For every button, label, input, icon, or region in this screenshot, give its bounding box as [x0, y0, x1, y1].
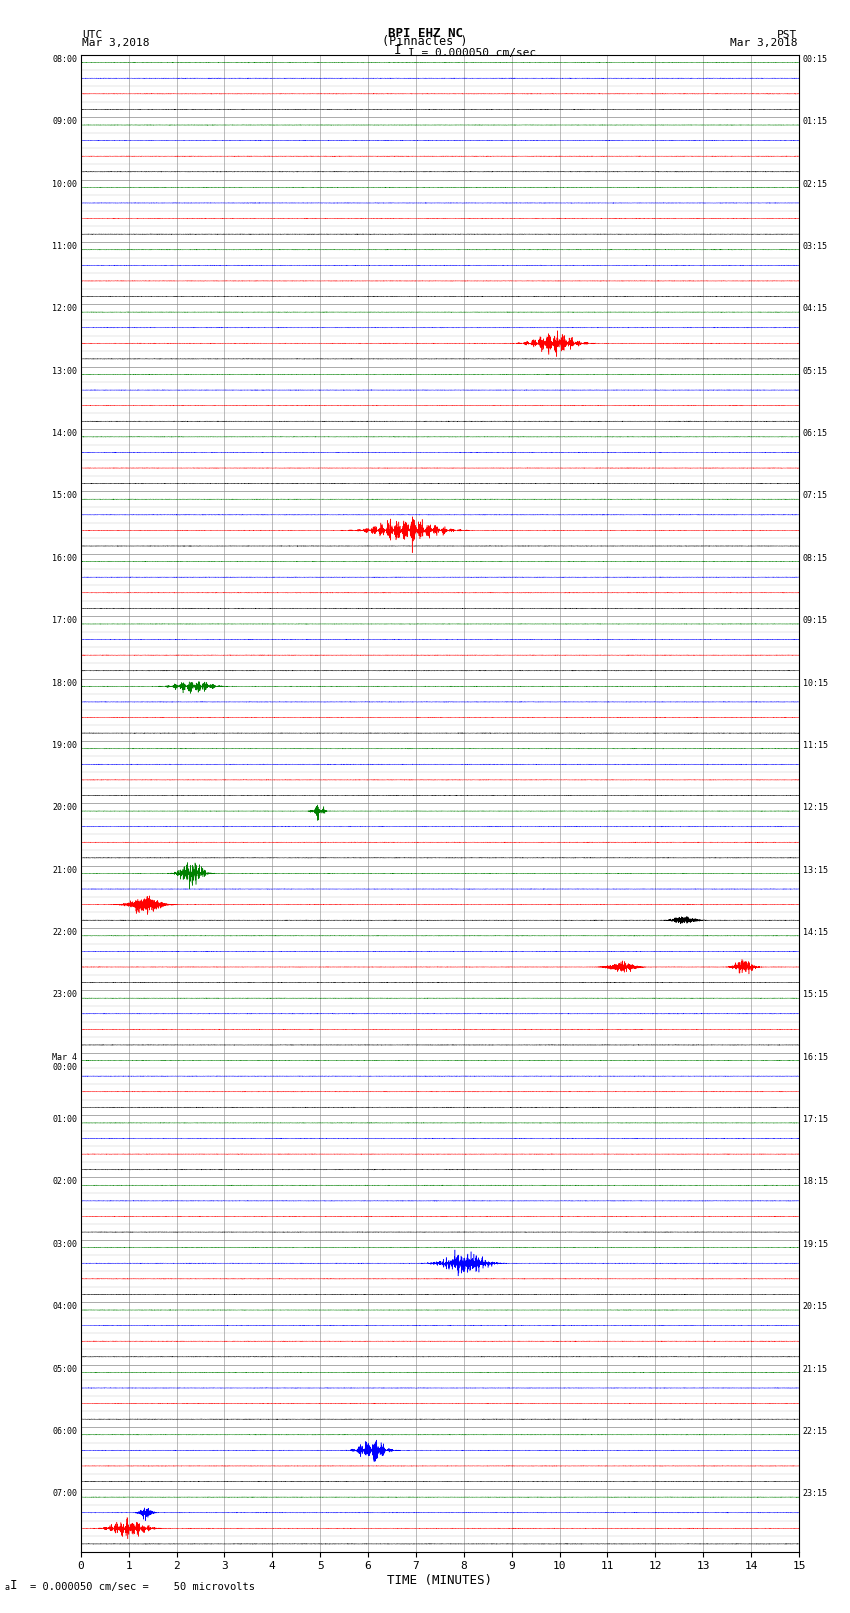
Text: 06:15: 06:15	[802, 429, 828, 439]
Text: UTC: UTC	[82, 29, 103, 39]
Text: 07:00: 07:00	[52, 1489, 77, 1498]
Text: (Pinnacles ): (Pinnacles )	[382, 35, 468, 48]
Text: 03:15: 03:15	[802, 242, 828, 252]
Text: a: a	[4, 1582, 9, 1592]
Text: 15:15: 15:15	[802, 990, 828, 1000]
Text: PST: PST	[777, 29, 797, 39]
Text: 23:15: 23:15	[802, 1489, 828, 1498]
Text: 02:00: 02:00	[52, 1177, 77, 1187]
Text: 16:15: 16:15	[802, 1053, 828, 1061]
Text: 07:15: 07:15	[802, 492, 828, 500]
Text: BPI EHZ NC: BPI EHZ NC	[388, 26, 462, 39]
Text: 19:00: 19:00	[52, 740, 77, 750]
Text: Mar 3,2018: Mar 3,2018	[730, 39, 797, 48]
Text: 06:00: 06:00	[52, 1428, 77, 1436]
Text: 01:15: 01:15	[802, 118, 828, 126]
Text: 11:15: 11:15	[802, 740, 828, 750]
Text: 19:15: 19:15	[802, 1240, 828, 1248]
Text: Mar 3,2018: Mar 3,2018	[82, 39, 150, 48]
Text: 02:15: 02:15	[802, 179, 828, 189]
Text: 22:00: 22:00	[52, 927, 77, 937]
Text: 14:15: 14:15	[802, 927, 828, 937]
Text: 04:00: 04:00	[52, 1302, 77, 1311]
Text: 12:00: 12:00	[52, 305, 77, 313]
Text: 13:00: 13:00	[52, 366, 77, 376]
Text: 21:15: 21:15	[802, 1365, 828, 1374]
Text: I: I	[394, 44, 401, 58]
Text: 05:15: 05:15	[802, 366, 828, 376]
Text: 12:15: 12:15	[802, 803, 828, 813]
Text: 10:15: 10:15	[802, 679, 828, 687]
Text: 11:00: 11:00	[52, 242, 77, 252]
Text: 15:00: 15:00	[52, 492, 77, 500]
Text: 10:00: 10:00	[52, 179, 77, 189]
Text: Mar 4
00:00: Mar 4 00:00	[52, 1053, 77, 1073]
X-axis label: TIME (MINUTES): TIME (MINUTES)	[388, 1574, 492, 1587]
Text: 09:15: 09:15	[802, 616, 828, 626]
Text: 16:00: 16:00	[52, 553, 77, 563]
Text: 04:15: 04:15	[802, 305, 828, 313]
Text: I: I	[10, 1579, 18, 1592]
Text: 21:00: 21:00	[52, 866, 77, 874]
Text: 17:00: 17:00	[52, 616, 77, 626]
Text: 20:15: 20:15	[802, 1302, 828, 1311]
Text: = 0.000050 cm/sec =    50 microvolts: = 0.000050 cm/sec = 50 microvolts	[30, 1582, 255, 1592]
Text: 08:00: 08:00	[52, 55, 77, 65]
Text: 05:00: 05:00	[52, 1365, 77, 1374]
Text: I = 0.000050 cm/sec: I = 0.000050 cm/sec	[408, 48, 536, 58]
Text: 23:00: 23:00	[52, 990, 77, 1000]
Text: 22:15: 22:15	[802, 1428, 828, 1436]
Text: 03:00: 03:00	[52, 1240, 77, 1248]
Text: 18:00: 18:00	[52, 679, 77, 687]
Text: 14:00: 14:00	[52, 429, 77, 439]
Text: 13:15: 13:15	[802, 866, 828, 874]
Text: 20:00: 20:00	[52, 803, 77, 813]
Text: 00:15: 00:15	[802, 55, 828, 65]
Text: 09:00: 09:00	[52, 118, 77, 126]
Text: 17:15: 17:15	[802, 1115, 828, 1124]
Text: 01:00: 01:00	[52, 1115, 77, 1124]
Text: 08:15: 08:15	[802, 553, 828, 563]
Text: 18:15: 18:15	[802, 1177, 828, 1187]
